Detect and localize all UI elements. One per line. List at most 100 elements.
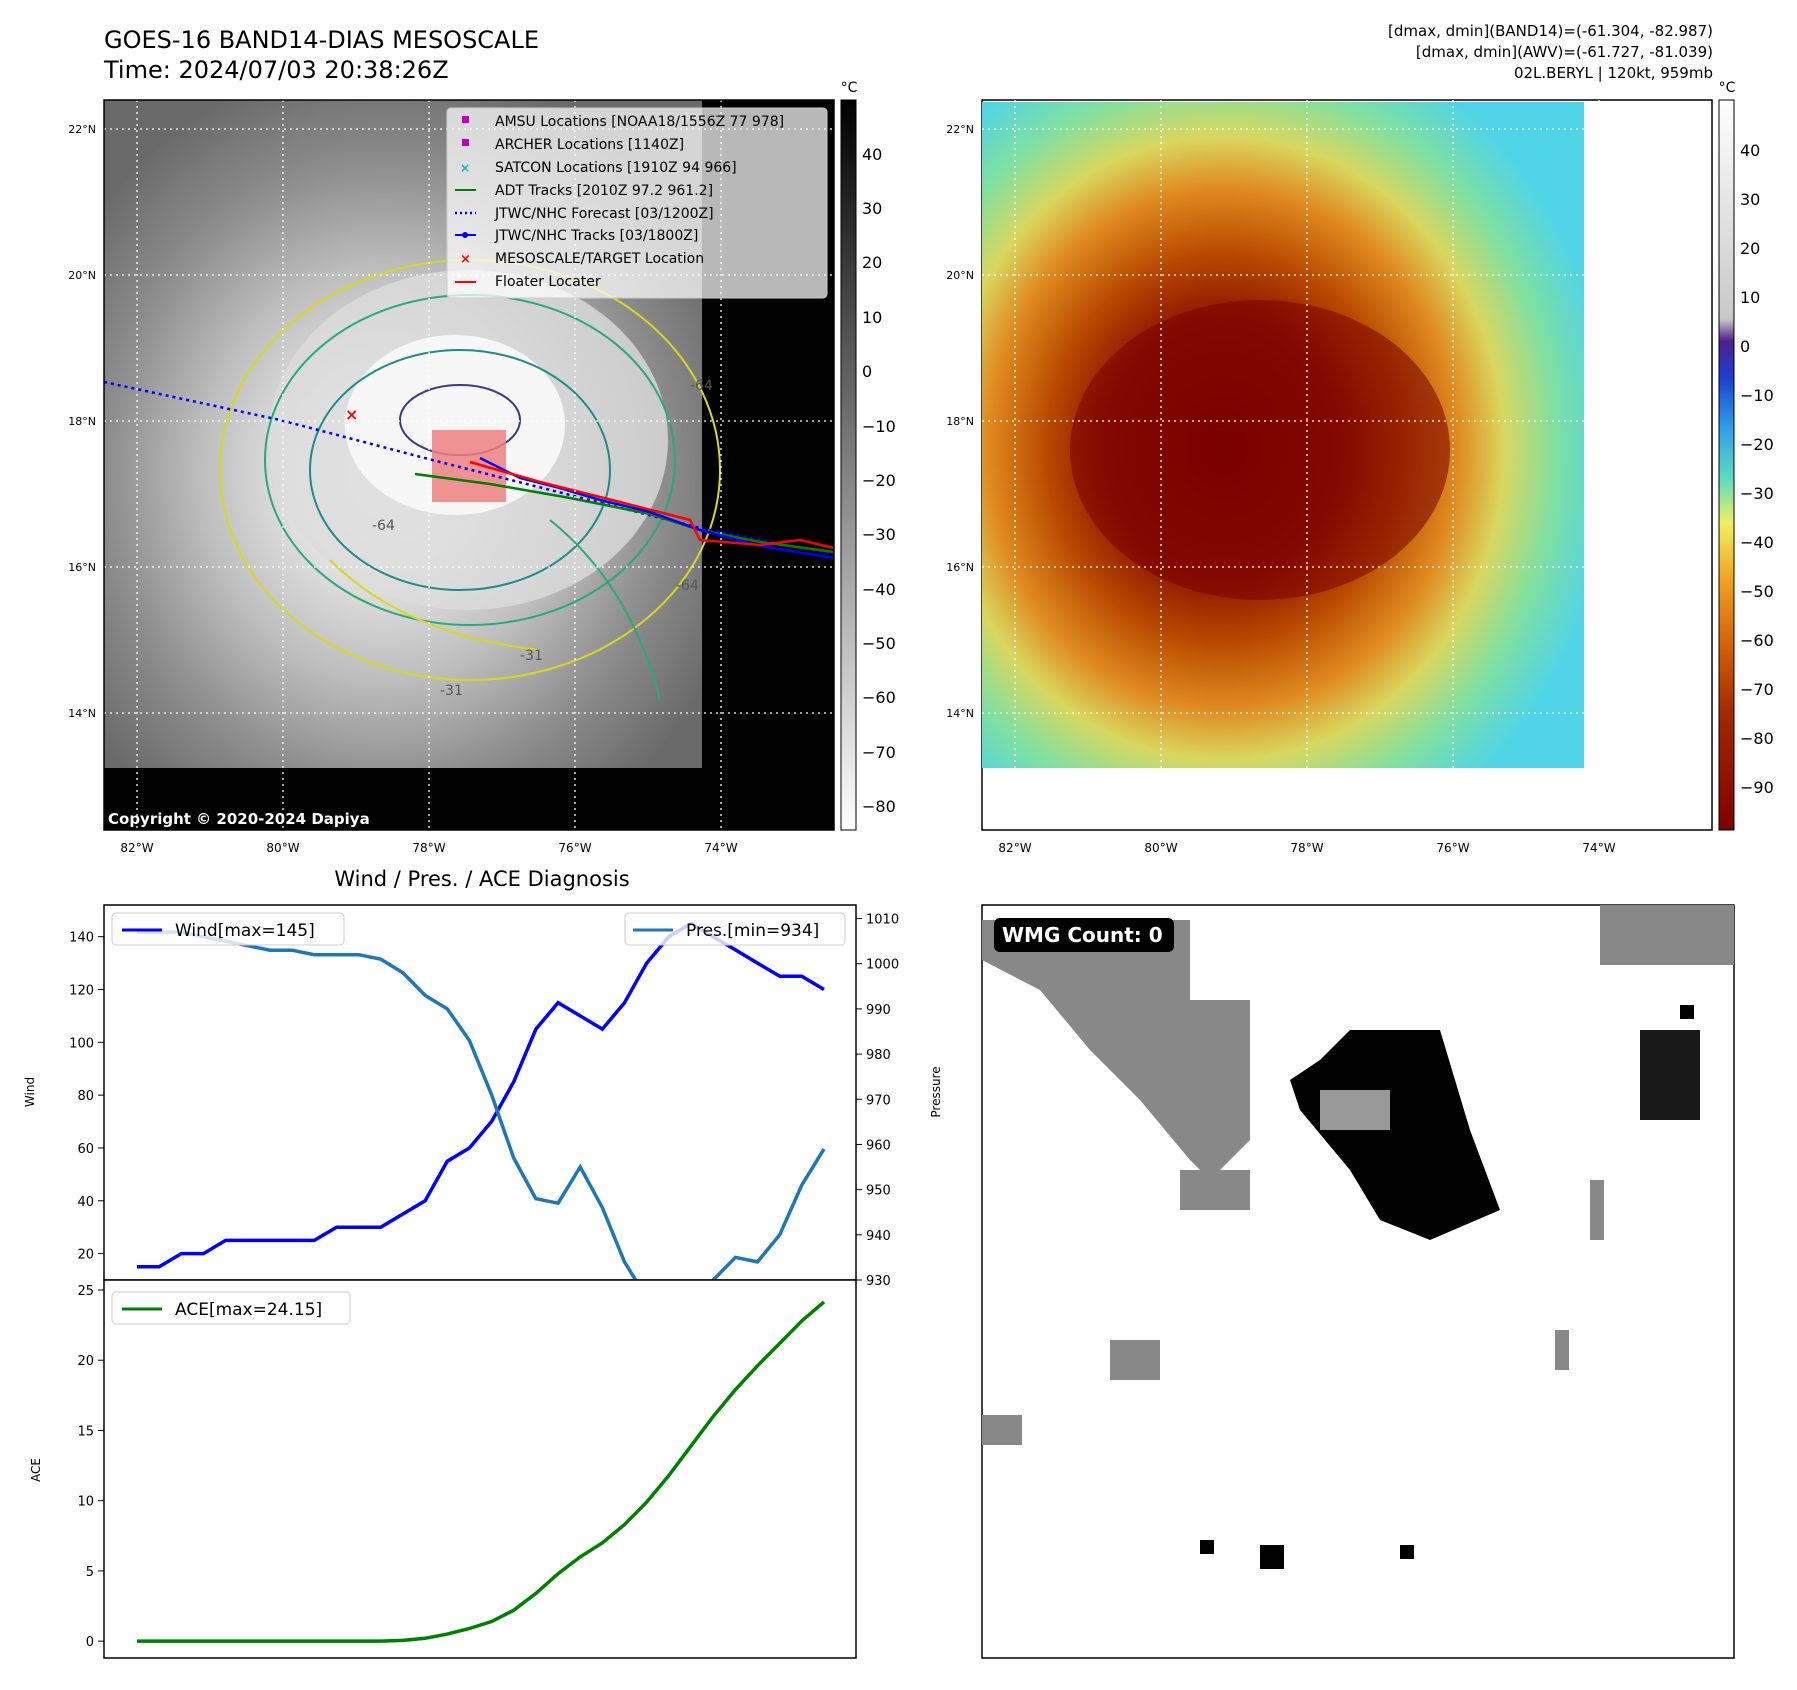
svg-text:−60: −60 <box>862 688 896 707</box>
pres-legend <box>624 912 846 946</box>
svg-text:80°W: 80°W <box>1144 841 1177 855</box>
wind-yticks: 20 40 60 80 100 120 140 <box>69 931 104 1263</box>
wind-legend-label: Wind[max=145] <box>175 921 315 941</box>
svg-text:−30: −30 <box>1740 484 1774 503</box>
pres-ytick-label: 930 <box>866 1274 891 1289</box>
legend-swatch: × <box>460 252 471 267</box>
pres-yticks: 930 940 950 960 970 980 990 1000 1010 <box>856 913 899 1289</box>
ace-ytick-label: 15 <box>77 1424 94 1439</box>
svg-text:30: 30 <box>862 199 882 218</box>
figure-title: GOES-16 BAND14-DIAS MESOSCALE <box>104 26 540 54</box>
svg-text:0: 0 <box>1740 337 1750 356</box>
ace-legend <box>111 1291 351 1325</box>
svg-text:−30: −30 <box>862 525 896 544</box>
chart-title: Wind / Pres. / ACE Diagnosis <box>334 867 629 891</box>
wmg-image <box>982 905 1734 1569</box>
ace-plot <box>137 1300 826 1643</box>
storm-info: 02L.BERYL | 120kt, 959mb <box>1513 64 1713 82</box>
pres-ytick-label: 1010 <box>866 913 899 928</box>
wind-legend <box>111 912 345 946</box>
ace-axes <box>103 1279 857 1659</box>
svg-text:10: 10 <box>1740 288 1760 307</box>
gray-colorbar-unit: °C <box>841 80 858 96</box>
svg-text:−60: −60 <box>1740 631 1774 650</box>
svg-text:14°N: 14°N <box>68 707 96 720</box>
svg-text:74°W: 74°W <box>1582 841 1615 855</box>
pres-ytick-label: 1000 <box>866 958 899 973</box>
svg-text:80°W: 80°W <box>266 841 299 855</box>
wind-ytick-label: 80 <box>77 1089 94 1104</box>
wind-pres-axes <box>103 904 857 1281</box>
svg-text:14°N: 14°N <box>946 707 974 720</box>
track-legend: × × AMSU Locations [NOAA18/1556Z 77 978]… <box>446 107 828 299</box>
svg-text:−50: −50 <box>1740 582 1774 601</box>
svg-text:18°N: 18°N <box>946 415 974 428</box>
svg-text:82°W: 82°W <box>120 841 153 855</box>
svg-text:−70: −70 <box>862 743 896 762</box>
ace-legend-label: ACE[max=24.15] <box>175 1300 322 1320</box>
legend-entry: ARCHER Locations [1140Z] <box>495 137 684 153</box>
legend-entry: JTWC/NHC Forecast [03/1200Z] <box>494 206 714 222</box>
lon-labels-left: 82°W 80°W 78°W 76°W 74°W <box>120 841 737 855</box>
svg-text:−80: −80 <box>1740 729 1774 748</box>
graticule-color <box>982 100 1712 830</box>
contours <box>219 259 721 701</box>
svg-text:−50: −50 <box>862 634 896 653</box>
svg-text:82°W: 82°W <box>998 841 1031 855</box>
svg-text:22°N: 22°N <box>68 123 96 136</box>
ace-series-line <box>137 1300 826 1643</box>
legend-swatch <box>462 139 469 146</box>
svg-text:−10: −10 <box>1740 386 1774 405</box>
svg-text:20°N: 20°N <box>946 269 974 282</box>
svg-text:40: 40 <box>862 145 882 164</box>
pres-ytick-label: 990 <box>866 1003 891 1018</box>
copyright-text: Copyright © 2020-2024 Dapiya <box>108 810 370 828</box>
lat-labels-left: 22°N 20°N 18°N 16°N 14°N <box>68 123 96 720</box>
wmg-badge-bg <box>994 918 1174 952</box>
contour-label: -31 <box>440 683 463 699</box>
contour-label: -64 <box>690 378 713 394</box>
svg-text:30: 30 <box>1740 190 1760 209</box>
gray-colorbar-ticks: 40 30 20 10 0 −10 −20 −30 −40 −50 −60 −7… <box>862 145 896 816</box>
ace-ytick-label: 5 <box>86 1565 94 1580</box>
svg-text:16°N: 16°N <box>68 561 96 574</box>
figure-time: Time: 2024/07/03 20:38:26Z <box>104 56 449 84</box>
gray-colorbar <box>840 99 857 831</box>
wind-ytick-label: 60 <box>77 1142 94 1157</box>
svg-text:−20: −20 <box>862 471 896 490</box>
legend-entry: JTWC/NHC Tracks [03/1800Z] <box>494 228 698 244</box>
lon-labels-right: 82°W 80°W 78°W 76°W 74°W <box>998 841 1615 855</box>
pres-legend-label: Pres.[min=934] <box>686 921 819 941</box>
wind-ytick-label: 40 <box>77 1195 94 1210</box>
svg-text:−70: −70 <box>1740 680 1774 699</box>
svg-text:40: 40 <box>1740 141 1760 160</box>
color-colorbar-ticks: 40 30 20 10 0 −10 −20 −30 −40 −50 −60 −7… <box>1740 141 1774 797</box>
wind-ylabel: Wind <box>23 1077 37 1107</box>
legend-swatch <box>462 116 469 123</box>
lat-labels-right: 22°N 20°N 18°N 16°N 14°N <box>946 123 974 720</box>
svg-text:78°W: 78°W <box>1290 841 1323 855</box>
ace-ytick-label: 20 <box>77 1354 94 1369</box>
pres-ytick-label: 940 <box>866 1229 891 1244</box>
pres-ytick-label: 970 <box>866 1093 891 1108</box>
svg-text:−40: −40 <box>1740 533 1774 552</box>
legend-swatch: × <box>460 161 470 175</box>
legend-entry: AMSU Locations [NOAA18/1556Z 77 978] <box>495 114 784 130</box>
svg-text:−10: −10 <box>862 417 896 436</box>
stats-line-awv: [dmax, dmin](AWV)=(-61.727, -81.039) <box>1415 43 1713 61</box>
contour-label: -64 <box>676 578 699 594</box>
ace-ytick-label: 10 <box>77 1495 94 1510</box>
svg-text:−40: −40 <box>862 580 896 599</box>
svg-text:−20: −20 <box>1740 435 1774 454</box>
adt-track <box>414 472 835 554</box>
svg-text:16°N: 16°N <box>946 561 974 574</box>
legend-entry: ADT Tracks [2010Z 97.2 961.2] <box>495 183 713 199</box>
floater-locater-track <box>469 460 835 550</box>
pres-ytick-label: 960 <box>866 1138 891 1153</box>
svg-text:74°W: 74°W <box>704 841 737 855</box>
ace-ylabel: ACE <box>29 1458 43 1482</box>
svg-text:20: 20 <box>1740 239 1760 258</box>
ace-yticks: 0 5 10 15 20 25 <box>77 1284 104 1650</box>
wind-ytick-label: 20 <box>77 1248 94 1263</box>
